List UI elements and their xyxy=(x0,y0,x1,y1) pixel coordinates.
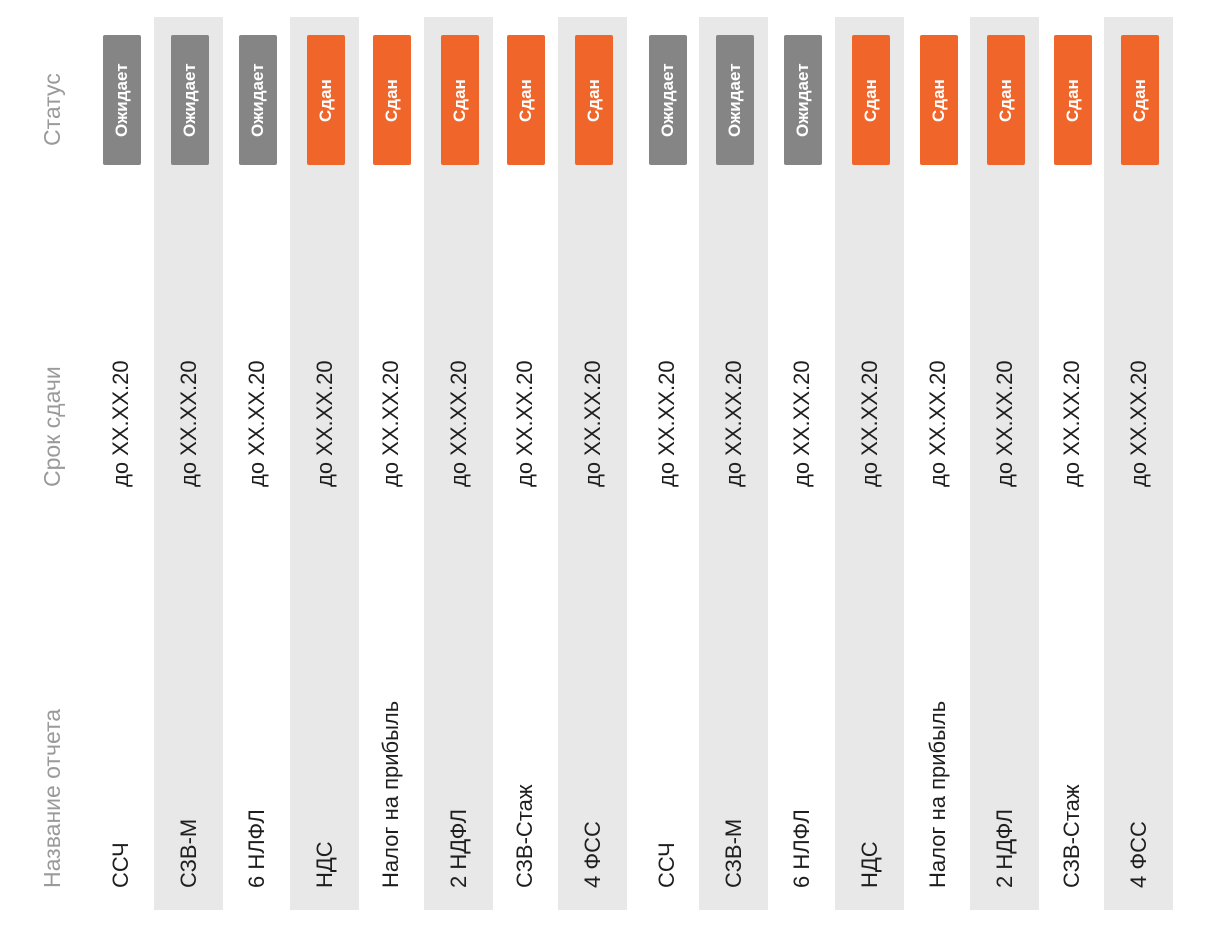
deadline-value: до XX.XX.20 xyxy=(789,360,814,487)
status-badge-label: Ожидает xyxy=(248,63,267,137)
status-badge: Ожидает xyxy=(784,35,822,165)
status-badge-label: Сдан xyxy=(1063,78,1082,122)
table-row[interactable] xyxy=(699,17,768,910)
report-name: Налог на прибыль xyxy=(925,700,950,888)
table-row[interactable] xyxy=(1104,17,1173,910)
status-badge: Сдан xyxy=(920,35,958,165)
status-badge-label: Сдан xyxy=(382,78,401,122)
status-badge: Сдан xyxy=(507,35,545,165)
table-row[interactable] xyxy=(970,17,1039,910)
deadline-value: до XX.XX.20 xyxy=(580,360,605,487)
status-badge-label: Ожидает xyxy=(658,63,677,137)
deadline-value: до XX.XX.20 xyxy=(312,360,337,487)
deadline-value: до XX.XX.20 xyxy=(857,360,882,487)
deadline-value: до XX.XX.20 xyxy=(1059,360,1084,487)
report-name: 2 НДФЛ xyxy=(992,808,1017,888)
status-badge-label: Ожидает xyxy=(112,63,131,137)
report-name: Налог на прибыль xyxy=(378,700,403,888)
status-badge: Сдан xyxy=(1121,35,1159,165)
status-badge-label: Ожидает xyxy=(180,63,199,137)
status-badge-label: Ожидает xyxy=(725,63,744,137)
status-badge: Сдан xyxy=(307,35,345,165)
table-row[interactable] xyxy=(835,17,904,910)
report-name: СЗВ-Стаж xyxy=(512,784,537,888)
status-badge: Сдан xyxy=(441,35,479,165)
report-name: 2 НДФЛ xyxy=(446,808,471,888)
deadline-value: до XX.XX.20 xyxy=(925,360,950,487)
header-status: Статус xyxy=(39,73,65,146)
status-badge: Сдан xyxy=(1054,35,1092,165)
status-badge-label: Сдан xyxy=(996,78,1015,122)
report-name: 4 ФСС xyxy=(580,821,605,888)
status-badge-label: Сдан xyxy=(516,78,535,122)
deadline-value: до XX.XX.20 xyxy=(512,360,537,487)
status-badge: Ожидает xyxy=(716,35,754,165)
status-badge: Ожидает xyxy=(171,35,209,165)
status-badge: Ожидает xyxy=(239,35,277,165)
deadline-value: до XX.XX.20 xyxy=(992,360,1017,487)
table-row[interactable] xyxy=(558,17,627,910)
deadline-value: до XX.XX.20 xyxy=(378,360,403,487)
status-badge-label: Сдан xyxy=(316,78,335,122)
table-row[interactable] xyxy=(154,17,223,910)
deadline-value: до XX.XX.20 xyxy=(654,360,679,487)
report-name: СЗВ-М xyxy=(721,818,746,888)
status-badge-label: Сдан xyxy=(929,78,948,122)
deadline-value: до XX.XX.20 xyxy=(244,360,269,487)
table-row[interactable] xyxy=(424,17,493,910)
report-name: 6 НЛФЛ xyxy=(789,809,814,888)
report-name: СЗВ-Стаж xyxy=(1059,784,1084,888)
report-name: 6 НЛФЛ xyxy=(244,809,269,888)
status-badge-label: Сдан xyxy=(584,78,603,122)
status-badge: Сдан xyxy=(373,35,411,165)
status-badge-label: Сдан xyxy=(861,78,880,122)
report-name: СЗВ-М xyxy=(176,818,201,888)
status-badge: Сдан xyxy=(575,35,613,165)
status-badge-label: Ожидает xyxy=(793,63,812,137)
status-badge: Ожидает xyxy=(649,35,687,165)
report-name: ССЧ xyxy=(654,842,679,888)
status-badge: Ожидает xyxy=(103,35,141,165)
report-name: 4 ФСС xyxy=(1126,821,1151,888)
header-deadline: Срок сдачи xyxy=(39,366,65,487)
report-name: ССЧ xyxy=(108,842,133,888)
deadline-value: до XX.XX.20 xyxy=(721,360,746,487)
status-badge: Сдан xyxy=(987,35,1025,165)
report-name: НДС xyxy=(312,841,337,888)
status-badge: Сдан xyxy=(852,35,890,165)
deadline-value: до XX.XX.20 xyxy=(1126,360,1151,487)
deadline-value: до XX.XX.20 xyxy=(176,360,201,487)
status-badge-label: Сдан xyxy=(1130,78,1149,122)
status-badge-label: Сдан xyxy=(450,78,469,122)
report-name: НДС xyxy=(857,841,882,888)
header-report-name: Название отчета xyxy=(39,708,65,888)
table-row[interactable] xyxy=(290,17,359,910)
deadline-value: до XX.XX.20 xyxy=(108,360,133,487)
deadline-value: до XX.XX.20 xyxy=(446,360,471,487)
